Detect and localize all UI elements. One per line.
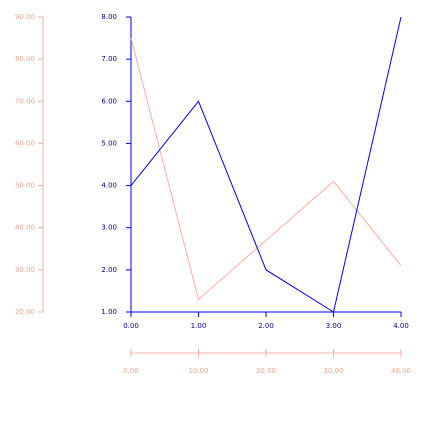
x2-tick-label: 40.00: [391, 367, 411, 375]
y-tick-label: 8.00: [101, 13, 117, 21]
x-tick-label: 4.00: [393, 322, 409, 330]
series-line: [130, 16, 402, 313]
x2-tick-label: 30.00: [323, 367, 343, 375]
y2-tick-label: 80.00: [15, 55, 35, 63]
series-line: [130, 37, 402, 301]
y2-tick-label: 50.00: [15, 182, 35, 190]
x2-tick-label: 0.00: [123, 367, 139, 375]
y2-tick-label: 30.00: [15, 266, 35, 274]
y2-tick-label: 90.00: [15, 13, 35, 21]
y-tick-label: 6.00: [101, 97, 117, 105]
y-tick-label: 3.00: [101, 224, 117, 232]
y2-tick-label: 60.00: [15, 139, 35, 147]
y-tick-label: 2.00: [101, 266, 117, 274]
y-tick-label: 1.00: [101, 308, 117, 316]
x2-tick-label: 20.00: [256, 367, 276, 375]
x-tick-label: 1.00: [191, 322, 207, 330]
x-tick-label: 2.00: [258, 322, 274, 330]
x-tick-label: 3.00: [326, 322, 342, 330]
y2-tick-label: 20.00: [15, 308, 35, 316]
x2-tick-label: 10.00: [188, 367, 208, 375]
x-tick-label: 0.00: [123, 322, 139, 330]
y2-tick-label: 70.00: [15, 97, 35, 105]
y-tick-label: 4.00: [101, 182, 117, 190]
y-tick-label: 7.00: [101, 55, 117, 63]
y-tick-label: 5.00: [101, 139, 117, 147]
y2-tick-label: 40.00: [15, 224, 35, 232]
